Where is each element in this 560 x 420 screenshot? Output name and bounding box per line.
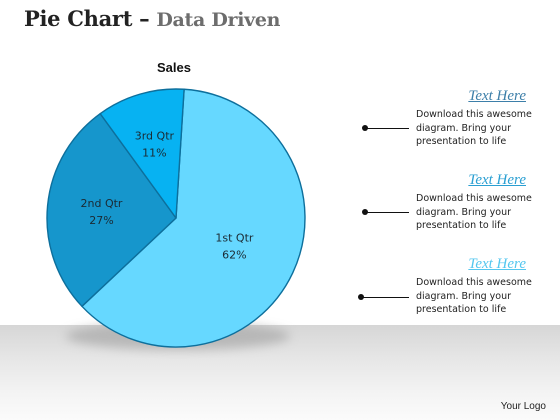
callout-3-heading: Text Here: [468, 256, 526, 273]
pie-slices: [46, 88, 306, 348]
slice-value-1: 62%: [222, 249, 246, 262]
callout-2-heading-text: Text Here: [468, 172, 526, 188]
callout-2-heading: Text Here: [468, 172, 526, 189]
callout-1-heading: Text Here: [468, 88, 526, 105]
callout-1-heading-text: Text Here: [468, 88, 526, 104]
callout-1-line-2: diagram. Bring your: [416, 122, 512, 134]
callout-3-body: Download this awesome diagram. Bring you…: [416, 276, 546, 317]
callout-3-connector: [358, 294, 409, 301]
pie-slice-2: [46, 112, 177, 308]
slice-value-2: 27%: [89, 214, 113, 227]
page-subtitle: Data Driven: [156, 9, 281, 31]
slice-label-3: 3rd Qtr: [135, 130, 175, 143]
pie-slice-3: [99, 88, 185, 219]
callout-2-body: Download this awesome diagram. Bring you…: [416, 192, 546, 233]
callout-1-body: Download this awesome diagram. Bring you…: [416, 108, 546, 149]
callout-3-line-2: diagram. Bring your: [416, 290, 512, 302]
chart-title: Sales: [157, 60, 191, 75]
page-title-main: Pie Chart –: [24, 6, 150, 31]
callout-1-connector: [362, 125, 409, 132]
footer-logo: Your Logo: [500, 401, 546, 412]
page-title: Pie Chart – Data Driven: [24, 6, 280, 31]
callout-2-connector: [362, 209, 409, 216]
callout-3-line-3: presentation to life: [416, 304, 507, 315]
callout-2-line-3: presentation to life: [416, 220, 507, 231]
pie-labels: 1st Qtr 62% 2nd Qtr 27% 3rd Qtr 11%: [81, 130, 254, 262]
callout-1-line-1: Download this awesome: [416, 109, 532, 120]
callout-2-line-1: Download this awesome: [416, 193, 532, 204]
slice-label-1: 1st Qtr: [215, 232, 254, 245]
pie-slice-1: [81, 88, 306, 348]
callout-3-line-1: Download this awesome: [416, 277, 532, 288]
slice-value-3: 11%: [142, 147, 166, 160]
callout-2-line-2: diagram. Bring your: [416, 206, 512, 218]
slice-label-2: 2nd Qtr: [81, 197, 123, 210]
callout-3-heading-text: Text Here: [468, 256, 526, 272]
callout-1-line-3: presentation to life: [416, 136, 507, 147]
